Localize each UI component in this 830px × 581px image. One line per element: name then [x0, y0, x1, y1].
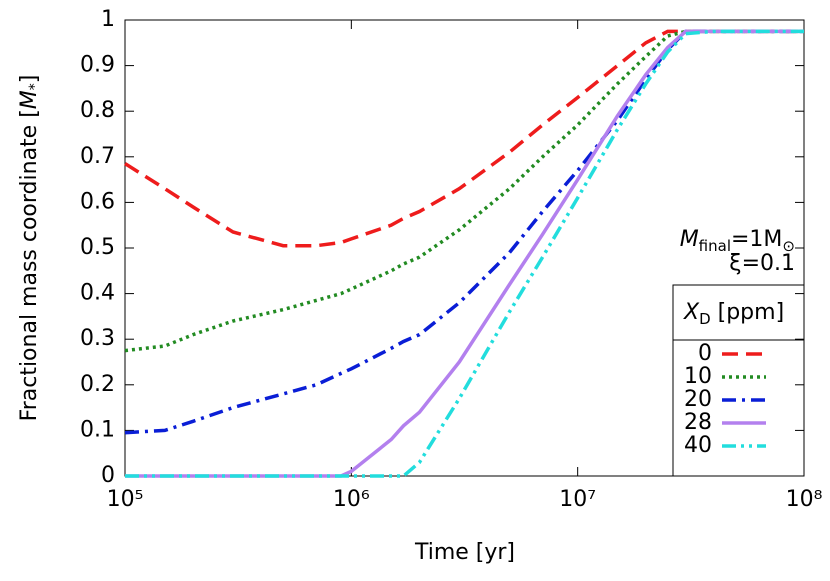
- y-label-symbol: M: [17, 90, 42, 109]
- line-series: [124, 29, 804, 353]
- y-tick-label: 0: [101, 463, 115, 488]
- annotation: Mfinal=1M⊙: [680, 227, 795, 255]
- annotation: ξ=0.1: [729, 251, 795, 276]
- legend-title-subscript: D: [699, 310, 711, 328]
- line-series: [124, 29, 804, 435]
- y-axis-label: Fractional mass coordinate [M*]: [17, 75, 43, 422]
- annotation-subscript: ⊙: [782, 237, 795, 255]
- annotation-text: =1M: [731, 227, 782, 252]
- x-axis-label: Time [yr]: [414, 540, 515, 565]
- y-tick-label: 0.9: [80, 53, 115, 78]
- plot-frame: [124, 19, 805, 477]
- y-tick-label: 0.8: [80, 98, 115, 123]
- y-tick-label: 0.3: [80, 326, 115, 351]
- y-tick-label: 0.7: [80, 144, 115, 169]
- y-tick-label: 0.4: [80, 281, 115, 306]
- y-tick-label: 0.6: [80, 189, 115, 214]
- y-label-text: Fractional mass coordinate [: [17, 109, 42, 421]
- legend-label: 28: [684, 410, 712, 435]
- legend-label: 0: [698, 341, 712, 366]
- x-tick-label: 10⁸: [786, 487, 823, 512]
- legend-label: 20: [684, 387, 712, 412]
- y-label-subscript: *: [27, 83, 43, 90]
- legend-title-symbol: X: [683, 300, 700, 325]
- y-tick-label: 0.1: [80, 417, 115, 442]
- legend-title: XD [ppm]: [683, 300, 784, 328]
- legend-label: 10: [684, 364, 712, 389]
- y-tick-label: 0.2: [80, 372, 115, 397]
- x-tick-label: 10⁷: [559, 487, 596, 512]
- annotation-subscript: final: [699, 237, 731, 255]
- y-tick-label: 0.5: [80, 235, 115, 260]
- y-tick-label: 1: [101, 7, 115, 32]
- legend-title-text: [ppm]: [711, 300, 785, 325]
- annotation-symbol: M: [680, 227, 699, 252]
- line-series: [124, 29, 804, 248]
- line-series: [125, 29, 804, 478]
- legend-box: [672, 284, 805, 477]
- x-tick-label: 10⁵: [107, 487, 144, 512]
- y-label-text: ]: [17, 75, 42, 84]
- legend-label: 40: [684, 433, 712, 458]
- x-tick-label: 10⁶: [333, 487, 370, 512]
